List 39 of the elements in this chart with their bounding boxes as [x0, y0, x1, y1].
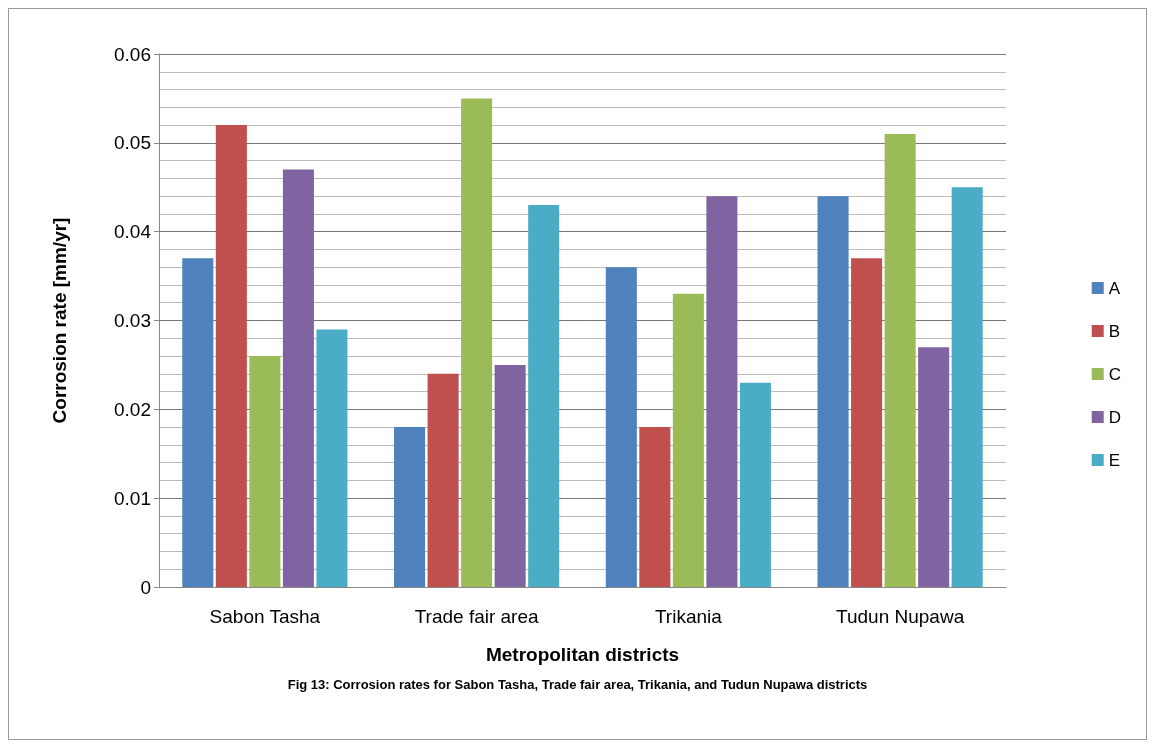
- bar: [951, 187, 983, 587]
- bar: [739, 382, 771, 587]
- bar: [427, 373, 459, 587]
- legend-label: D: [1108, 407, 1121, 427]
- caption: Fig 13: Corrosion rates for Sabon Tasha, Trade fair area, Trikania, and Tudun Nupawa districts: [287, 677, 868, 692]
- bar: [528, 205, 560, 587]
- bar: [215, 125, 247, 587]
- x-tick-label: Trikania: [654, 606, 723, 627]
- bar: [884, 133, 916, 587]
- bar: [182, 258, 214, 587]
- bar: [605, 267, 637, 587]
- y-tick-label: 0.06: [114, 43, 151, 65]
- bar: [672, 293, 704, 587]
- bar: [461, 98, 493, 587]
- y-tick-label: 0.02: [114, 398, 151, 420]
- legend-label: C: [1108, 364, 1121, 384]
- bar: [817, 196, 849, 587]
- bar: [851, 258, 883, 587]
- y-tick-label: 0.01: [114, 487, 151, 509]
- bar: [918, 347, 950, 587]
- bar: [316, 329, 348, 587]
- bar: [282, 169, 314, 587]
- y-tick-label: 0.03: [114, 310, 151, 331]
- bar: [706, 196, 738, 587]
- x-tick-label: Tudun Nupawa: [836, 606, 965, 627]
- y-tick-label: 0.05: [114, 132, 151, 154]
- bar: [394, 427, 426, 587]
- legend-label: E: [1108, 450, 1121, 470]
- x-tick-label: Sabon Tasha: [209, 606, 321, 627]
- legend-label: A: [1108, 278, 1121, 298]
- y-tick-label: 0: [140, 576, 151, 598]
- y-axis-title: Corrosion rate [mm/yr]: [49, 217, 70, 424]
- x-axis-title: Metropolitan districts: [485, 644, 680, 665]
- bar: [494, 364, 526, 587]
- y-tick-label: 0.04: [114, 221, 152, 243]
- legend-label: B: [1108, 321, 1121, 341]
- bar: [639, 427, 671, 587]
- bar: [249, 356, 281, 587]
- x-tick-label: Trade fair area: [414, 606, 540, 627]
